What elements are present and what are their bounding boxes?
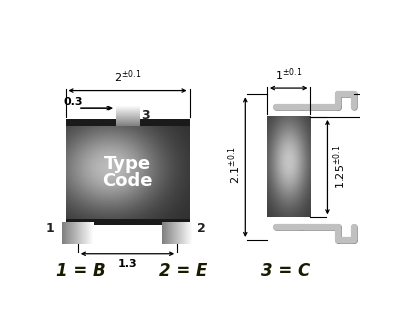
Text: 1 = B: 1 = B (56, 262, 106, 280)
Text: Code: Code (102, 171, 153, 190)
Text: 3: 3 (142, 109, 150, 122)
Bar (62, 222, 94, 244)
Bar (66, 219, 190, 225)
Text: 1: 1 (46, 222, 55, 235)
Text: $2^{\pm 0.1}$: $2^{\pm 0.1}$ (114, 68, 141, 85)
Bar (66, 119, 190, 126)
Text: $1^{\pm 0.1}$: $1^{\pm 0.1}$ (275, 66, 302, 82)
Text: Type: Type (104, 155, 151, 173)
Text: $1.25^{\pm 0.1}$: $1.25^{\pm 0.1}$ (332, 145, 348, 189)
Text: 1.3: 1.3 (118, 259, 137, 269)
Text: 0.3: 0.3 (64, 97, 84, 107)
Text: 2: 2 (197, 222, 206, 235)
Text: 2 = E: 2 = E (159, 262, 208, 280)
Text: 3 = C: 3 = C (261, 262, 310, 280)
Text: $2.1^{\pm 0.1}$: $2.1^{\pm 0.1}$ (226, 146, 243, 184)
